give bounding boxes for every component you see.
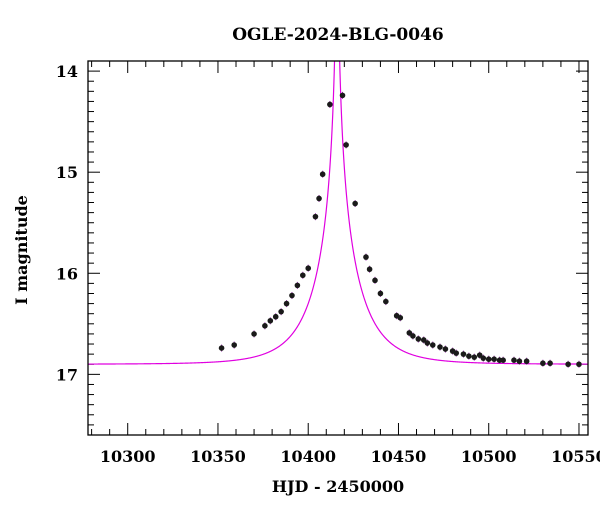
data-point bbox=[466, 353, 472, 359]
data-point bbox=[410, 333, 416, 339]
data-point bbox=[294, 282, 301, 289]
y-tick-label: 14 bbox=[56, 62, 78, 81]
data-point bbox=[319, 171, 326, 178]
data-point bbox=[480, 355, 487, 361]
data-point bbox=[363, 254, 369, 260]
data-point bbox=[262, 323, 268, 329]
data-point bbox=[305, 265, 312, 272]
data-point bbox=[272, 313, 279, 320]
data-point bbox=[316, 195, 322, 202]
data-point bbox=[352, 200, 358, 207]
data-point bbox=[511, 357, 517, 364]
data-point bbox=[460, 351, 467, 357]
data-point bbox=[547, 360, 553, 367]
data-point bbox=[327, 101, 333, 108]
data-point bbox=[491, 356, 497, 362]
plot-frame bbox=[87, 60, 589, 436]
y-tick-label: 16 bbox=[56, 264, 78, 283]
data-point bbox=[339, 92, 346, 99]
data-point bbox=[267, 317, 274, 324]
data-point bbox=[453, 350, 460, 356]
data-point bbox=[523, 358, 530, 365]
plot-area bbox=[88, 61, 588, 368]
data-point bbox=[383, 298, 389, 305]
x-tick-label: 10350 bbox=[190, 447, 246, 466]
data-point bbox=[500, 357, 506, 364]
data-point bbox=[429, 342, 436, 348]
data-point bbox=[471, 354, 478, 360]
y-tick-label: 17 bbox=[56, 365, 78, 384]
x-axis-label: HJD - 2450000 bbox=[272, 477, 404, 496]
data-point bbox=[540, 360, 546, 367]
data-point bbox=[372, 277, 378, 284]
data-point bbox=[565, 361, 571, 368]
data-point bbox=[516, 358, 523, 365]
data-point bbox=[343, 142, 349, 148]
x-tick-label: 10400 bbox=[280, 447, 336, 466]
data-points bbox=[218, 91, 582, 368]
data-point bbox=[366, 266, 373, 273]
x-tick-label: 10450 bbox=[371, 447, 427, 466]
data-point bbox=[415, 336, 422, 342]
data-point bbox=[300, 272, 306, 279]
y-axis-label: I magnitude bbox=[12, 195, 31, 305]
data-point bbox=[485, 356, 492, 362]
data-point bbox=[278, 308, 284, 315]
data-point bbox=[251, 331, 257, 337]
x-tick-label: 10550 bbox=[551, 447, 600, 466]
x-tick-label: 10300 bbox=[100, 447, 156, 466]
axis-ticks bbox=[88, 60, 588, 436]
chart-title: OGLE-2024-BLG-0046 bbox=[232, 25, 444, 45]
tick-labels: 10300 10350 10400 10450 10500 10550 14 15 16 17 bbox=[56, 62, 600, 466]
data-point bbox=[437, 344, 443, 350]
y-tick-label: 15 bbox=[56, 163, 78, 182]
data-point bbox=[397, 314, 404, 321]
data-point bbox=[218, 345, 225, 351]
model-curve bbox=[88, 61, 588, 365]
data-point bbox=[289, 292, 295, 299]
data-point bbox=[424, 340, 431, 346]
data-point bbox=[377, 290, 384, 297]
data-point bbox=[442, 346, 449, 352]
data-point bbox=[576, 361, 582, 368]
data-point bbox=[231, 342, 238, 348]
x-tick-label: 10500 bbox=[461, 447, 517, 466]
data-point bbox=[312, 213, 319, 220]
data-point bbox=[283, 300, 290, 307]
